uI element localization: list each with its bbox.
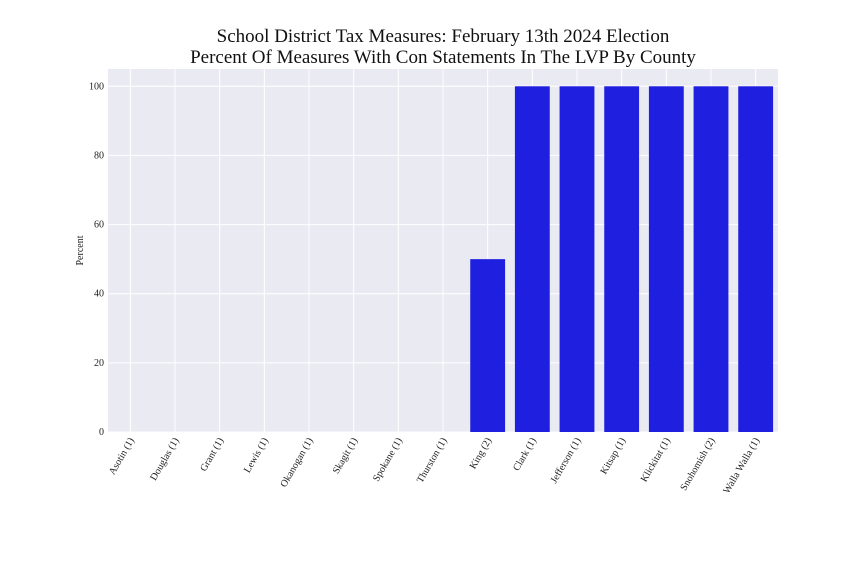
x-tick-label: Kitsap (1) xyxy=(599,436,629,476)
bars xyxy=(470,86,774,433)
chart-title: School District Tax Measures: February 1… xyxy=(217,26,670,47)
x-tick-label: Spokane (1) xyxy=(371,436,405,484)
x-tick-label: Okanogan (1) xyxy=(278,436,315,489)
y-tick-label: 100 xyxy=(89,81,104,92)
x-tick-label: King (2) xyxy=(468,436,495,471)
x-tick-label: Grant (1) xyxy=(198,436,226,473)
bar xyxy=(738,86,774,433)
bar xyxy=(648,86,684,433)
bar xyxy=(514,86,550,433)
y-axis-label: Percent xyxy=(75,235,86,265)
x-tick-labels: Asotin (1) Douglas (1) Grant (1) Lewis (1) O… xyxy=(107,436,762,496)
x-tick-label: Skagit (1) xyxy=(331,436,360,476)
chart-subtitle: Percent Of Measures With Con Statements … xyxy=(190,47,696,68)
y-tick-label: 20 xyxy=(94,358,104,369)
bar xyxy=(693,86,729,433)
y-tick-label: 60 xyxy=(94,220,104,231)
x-tick-label: Douglas (1) xyxy=(148,436,181,483)
x-tick-label: Asotin (1) xyxy=(107,436,137,477)
bar xyxy=(470,259,506,432)
bar xyxy=(604,86,640,433)
y-tick-label: 0 xyxy=(99,427,104,438)
y-tick-labels: 0 20 40 60 80 100 xyxy=(89,81,104,438)
x-tick-label: Jefferson (1) xyxy=(549,436,584,485)
x-tick-label: Walla Walla (1) xyxy=(721,436,762,496)
x-tick-label: Lewis (1) xyxy=(242,436,271,475)
x-tick-label: Klickitat (1) xyxy=(639,436,673,484)
x-tick-label: Clark (1) xyxy=(511,436,539,473)
bar xyxy=(559,86,595,433)
x-tick-label: Thurston (1) xyxy=(415,436,450,485)
y-tick-label: 80 xyxy=(94,150,104,161)
x-tick-label: Snohomish (2) xyxy=(678,436,717,493)
y-tick-label: 40 xyxy=(94,289,104,300)
